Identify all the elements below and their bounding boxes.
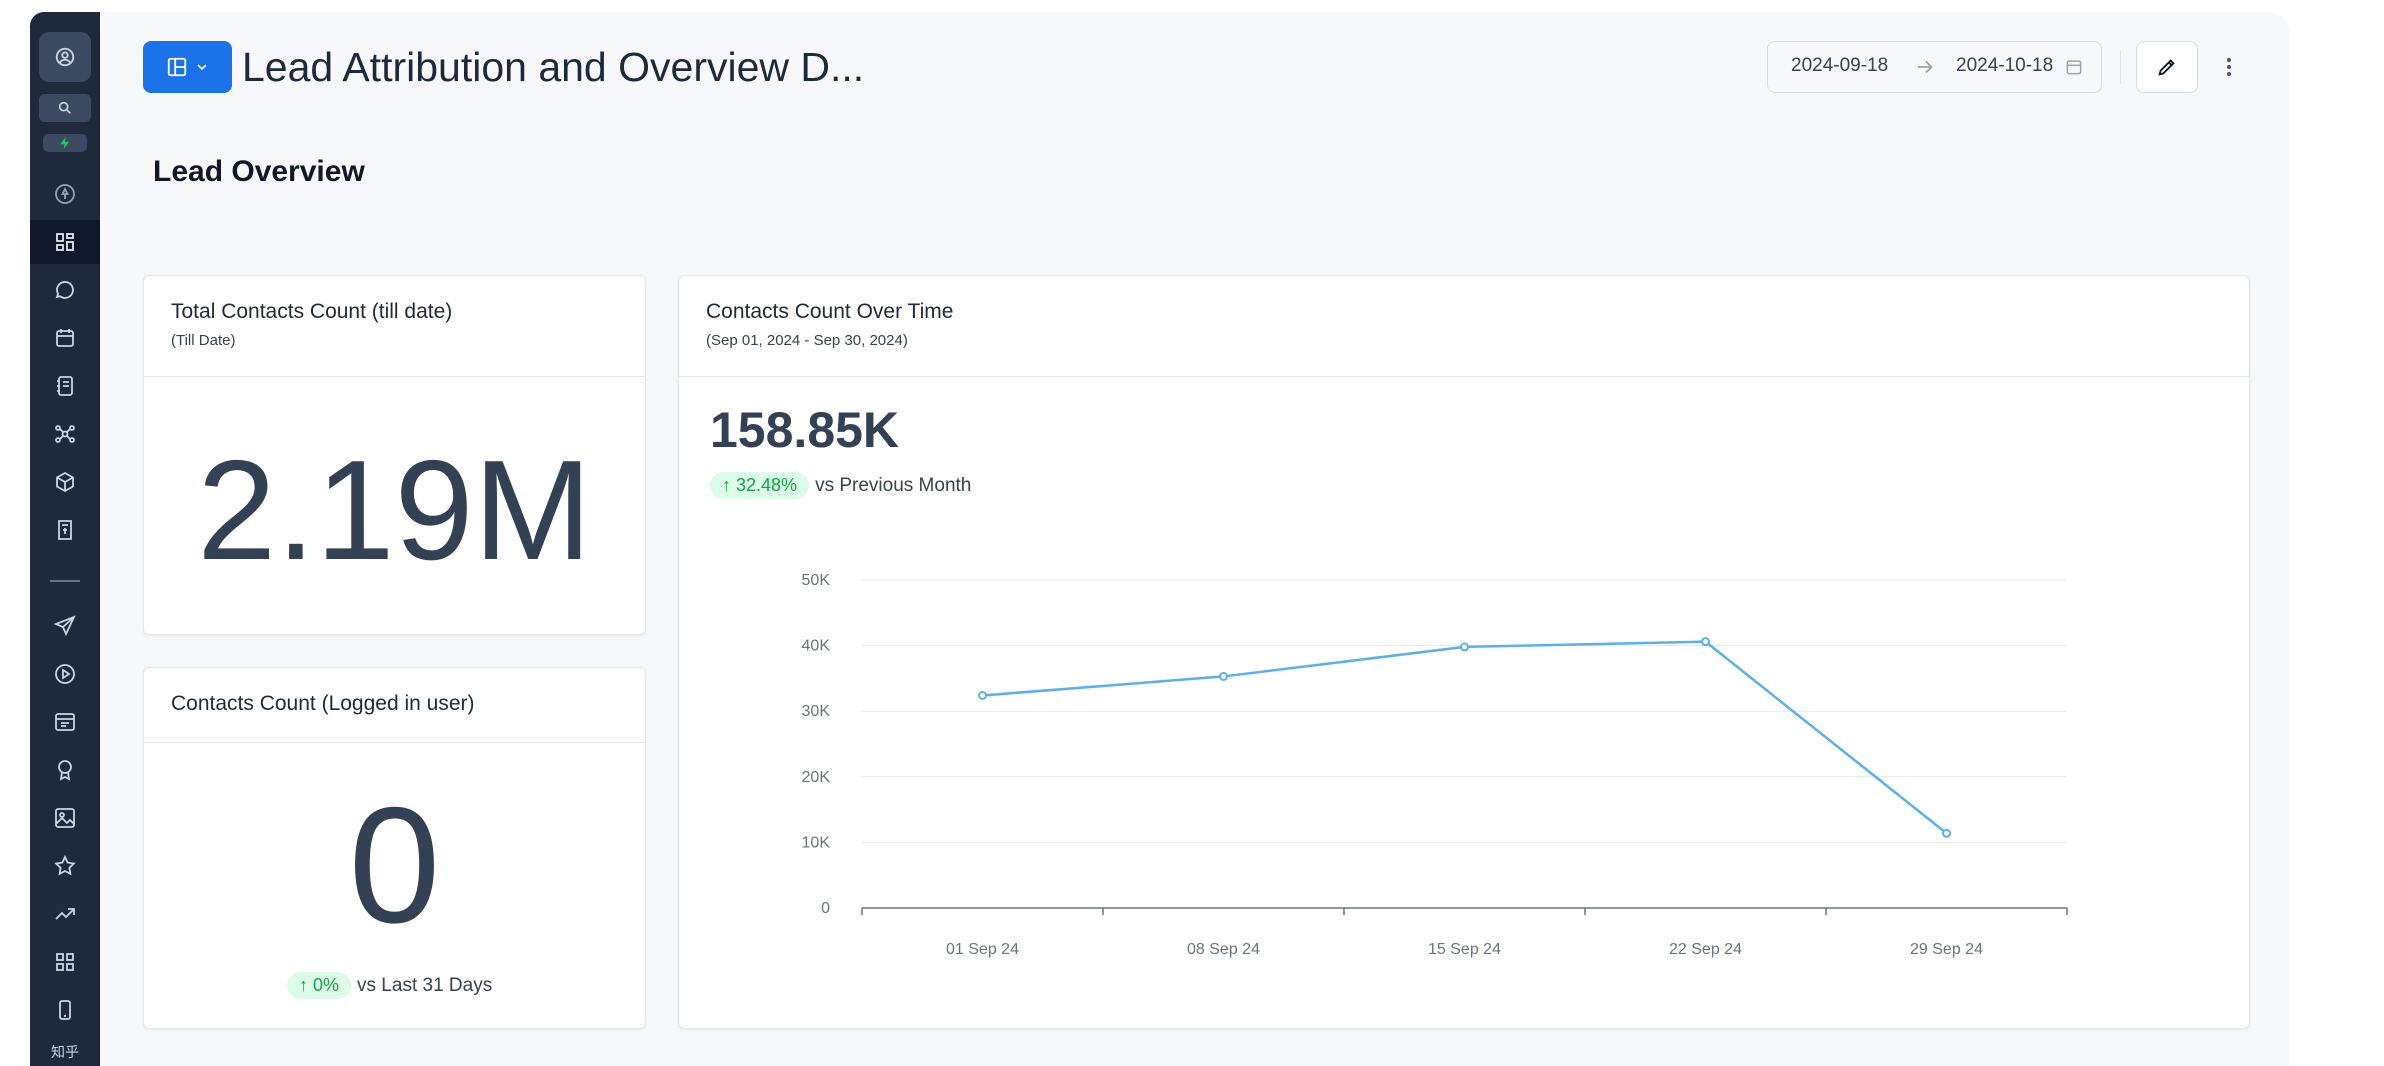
phone-icon	[59, 1000, 71, 1020]
card-header: Contacts Count (Logged in user)	[144, 668, 645, 743]
sidebar-item-launchpad[interactable]	[30, 172, 100, 216]
award-icon	[58, 760, 72, 781]
browser-icon	[55, 713, 75, 731]
kpi-comparison: ↑ 0% vs Last 31 Days	[287, 972, 492, 999]
date-start[interactable]: 2024-09-18	[1791, 55, 1889, 76]
sidebar: 知乎	[30, 12, 100, 1066]
sidebar-divider	[50, 580, 80, 582]
layout-switcher-button[interactable]	[143, 41, 232, 93]
sidebar-item-calendars[interactable]	[30, 316, 100, 360]
comparison-label: vs Previous Month	[815, 474, 972, 496]
total-contacts-card: Total Contacts Count (till date) (Till D…	[143, 275, 646, 635]
contacts-book-icon	[57, 376, 73, 396]
sidebar-item-contacts[interactable]	[30, 364, 100, 408]
quick-actions-button[interactable]	[43, 134, 87, 152]
box-icon	[56, 471, 74, 493]
send-icon	[53, 615, 76, 637]
sidebar-footer-text: 知乎	[51, 1045, 79, 1061]
bolt-icon	[60, 137, 70, 149]
card-subtitle: (Till Date)	[171, 332, 236, 349]
change-badge: ↑ 0%	[287, 972, 352, 999]
sidebar-item-memberships[interactable]	[30, 748, 100, 792]
card-header: Contacts Count Over Time (Sep 01, 2024 -…	[679, 276, 2249, 377]
sidebar-item-sites[interactable]	[30, 700, 100, 744]
sidebar-item-app-marketplace[interactable]	[30, 940, 100, 984]
more-vertical-icon	[2227, 58, 2231, 76]
sidebar-search[interactable]	[39, 94, 91, 122]
section-title: Lead Overview	[153, 155, 365, 188]
arrow-up-icon: ↑	[722, 475, 737, 495]
comparison-label: vs Last 31 Days	[357, 974, 493, 996]
kpi-value: 0	[348, 773, 441, 957]
layout-icon	[167, 57, 186, 77]
header-divider	[2120, 50, 2121, 84]
kpi-value: 2.19M	[197, 431, 592, 590]
date-range-picker[interactable]: 2024-09-18 2024-10-18	[1767, 41, 2102, 93]
pencil-icon	[2158, 59, 2175, 76]
change-badge: ↑ 32.48%	[710, 472, 810, 499]
search-icon	[58, 101, 71, 114]
trending-icon	[55, 908, 75, 920]
image-icon	[55, 808, 75, 828]
avatar[interactable]	[39, 32, 91, 82]
change-value: 0%	[313, 975, 340, 995]
receipt-icon	[58, 520, 72, 540]
kpi-value: 158.85K	[710, 402, 900, 458]
sidebar-item-conversations[interactable]	[30, 268, 100, 312]
star-icon	[54, 854, 76, 876]
sidebar-item-dashboard[interactable]	[30, 220, 100, 264]
edit-dashboard-button[interactable]	[2136, 41, 2198, 93]
rocket-icon	[55, 184, 75, 204]
grid-icon	[56, 953, 74, 971]
arrow-up-icon: ↑	[299, 975, 314, 995]
calendar-icon	[2066, 60, 2082, 75]
card-title: Contacts Count (Logged in user)	[171, 692, 475, 715]
change-value: 32.48%	[736, 475, 798, 495]
calendar-icon	[56, 329, 74, 347]
sidebar-item-marketing[interactable]	[30, 604, 100, 648]
dashboard-icon	[56, 233, 74, 251]
play-icon	[55, 664, 75, 684]
sidebar-item-reputation[interactable]	[30, 844, 100, 888]
more-options-button[interactable]	[2214, 50, 2244, 84]
sidebar-item-automation[interactable]	[30, 652, 100, 696]
logged-in-contacts-card: Contacts Count (Logged in user) 0 ↑ 0% v…	[143, 667, 646, 1029]
page-title: Lead Attribution and Overview D...	[242, 44, 865, 90]
card-title: Total Contacts Count (till date)	[171, 300, 453, 323]
sidebar-item-reporting[interactable]	[30, 892, 100, 936]
kpi-comparison: ↑ 32.48% vs Previous Month	[710, 472, 971, 499]
sidebar-item-payments[interactable]	[30, 460, 100, 504]
card-title: Contacts Count Over Time	[706, 300, 954, 323]
sidebar-item-opportunities[interactable]	[30, 412, 100, 456]
contacts-over-time-card: Contacts Count Over Time (Sep 01, 2024 -…	[678, 275, 2250, 1029]
date-end[interactable]: 2024-10-18	[1956, 55, 2054, 76]
card-header: Total Contacts Count (till date) (Till D…	[144, 276, 645, 377]
chat-icon	[55, 281, 74, 299]
sidebar-item-media[interactable]	[30, 796, 100, 840]
chevron-down-icon	[196, 64, 207, 71]
arrow-right-icon	[1917, 60, 1933, 74]
user-icon	[55, 47, 75, 67]
card-subtitle: (Sep 01, 2024 - Sep 30, 2024)	[706, 332, 908, 349]
network-icon	[55, 425, 75, 443]
sidebar-item-invoices[interactable]	[30, 508, 100, 552]
sidebar-item-mobile-app[interactable]	[30, 988, 100, 1032]
